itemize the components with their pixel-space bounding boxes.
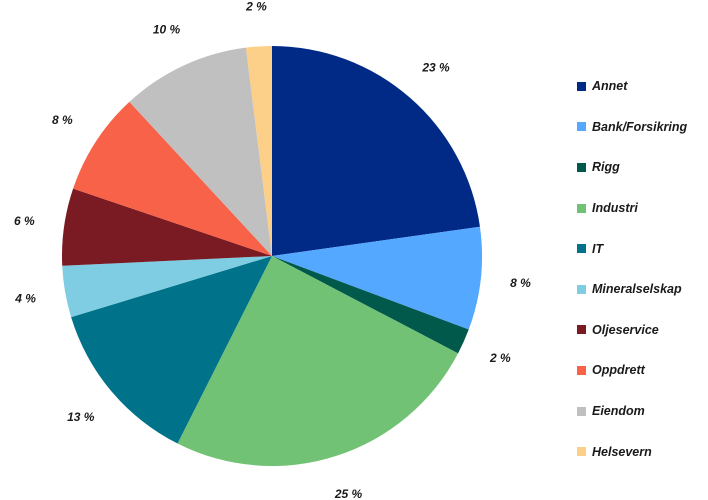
slice-label-oljeservice: 6 % (14, 214, 35, 228)
pie-slice-eiendom (129, 47, 272, 257)
pie-slice-it (71, 256, 272, 444)
legend-swatch (577, 81, 586, 91)
legend-swatch (577, 365, 586, 375)
pie-slice-bank-forsikring (272, 226, 483, 330)
legend-label: IT (592, 241, 604, 256)
legend-swatch (577, 203, 586, 213)
pie-slice-helsevern (245, 46, 272, 256)
legend-swatch (577, 447, 586, 457)
legend-item-oljeservice: Oljeservice (577, 310, 707, 351)
slice-label-annet: 23 % (421, 60, 450, 74)
legend-label: Annet (592, 79, 628, 94)
legend-item-oppdrett: Oppdrett (577, 350, 707, 391)
legend-item-eiendom: Eiendom (577, 391, 707, 432)
legend-item-helsevern: Helsevern (577, 431, 707, 472)
legend-item-mineralselskap: Mineralselskap (577, 269, 707, 310)
pie-slice-oppdrett (73, 101, 272, 256)
legend-item-it: IT (577, 228, 707, 269)
pie-labels: 23 % 8 % 2 % 25 % 13 % 4 % 6 % 8 % 10 % 2 % (14, 0, 531, 500)
legend-item-bank-forsikring: Bank/Forsikring (577, 107, 707, 148)
legend-label: Oppdrett (592, 363, 645, 378)
pie-slice-mineralselskap (62, 256, 273, 318)
slice-label-mineralselskap: 4 % (14, 292, 36, 306)
legend-label: Eiendom (592, 404, 645, 419)
legend-label: Mineralselskap (592, 282, 682, 297)
legend-swatch (577, 406, 586, 416)
legend-swatch (577, 284, 586, 294)
legend-swatch (577, 325, 586, 335)
slice-label-industri: 25 % (334, 487, 363, 500)
slice-label-eiendom: 10 % (153, 22, 181, 36)
legend-label: Helsevern (592, 444, 652, 459)
pie-slice-industri (177, 256, 459, 466)
slice-label-oppdrett: 8 % (52, 113, 73, 127)
legend-label: Bank/Forsikring (592, 119, 688, 134)
pie-slice-annet (272, 46, 480, 256)
slice-label-bank-forsikring: 8 % (510, 276, 531, 290)
legend-item-industri: Industri (577, 188, 707, 229)
pie-slice-oljeservice (62, 188, 272, 266)
legend-swatch (577, 122, 586, 132)
legend-swatch (577, 244, 586, 254)
slice-label-helsevern: 2 % (245, 0, 267, 14)
slice-label-it: 13 % (67, 410, 95, 424)
legend-item-rigg: Rigg (577, 147, 707, 188)
pie-slice-rigg (272, 256, 469, 354)
pie-slices (62, 46, 483, 466)
legend-label: Rigg (592, 160, 620, 175)
legend-item-annet: Annet (577, 66, 707, 107)
legend-label: Oljeservice (592, 322, 659, 337)
legend-swatch (577, 162, 586, 172)
legend: Annet Bank/Forsikring Rigg Industri IT Minera… (577, 66, 707, 472)
legend-label: Industri (592, 201, 638, 216)
slice-label-rigg: 2 % (489, 351, 511, 365)
